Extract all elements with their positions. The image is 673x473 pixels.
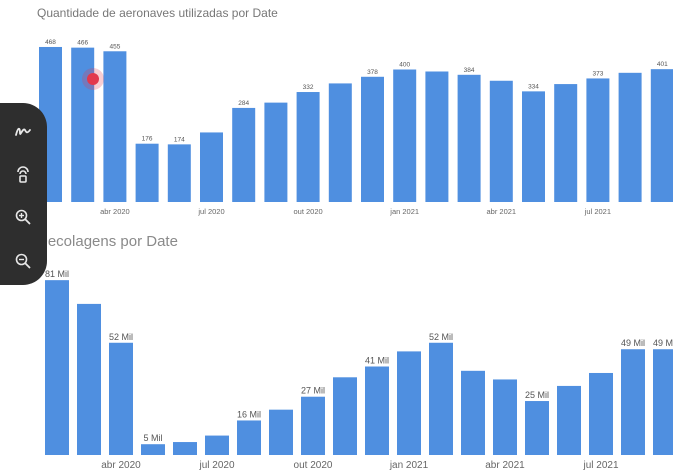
chart1-data-label: 378 <box>367 69 378 76</box>
chart1-data-label: 455 <box>109 43 120 50</box>
chart1-bar[interactable] <box>618 72 642 202</box>
chart2-x-tick: abr 2021 <box>485 460 525 471</box>
chart2-bar[interactable] <box>397 351 421 455</box>
chart2-bar[interactable] <box>621 349 645 455</box>
chart1-bar[interactable] <box>296 92 320 202</box>
chart1-x-tick: jul 2021 <box>584 207 611 216</box>
chart2-x-tick: jan 2021 <box>389 460 429 471</box>
chart2-bar[interactable] <box>493 379 517 455</box>
chart2-data-label: 25 Mil <box>525 390 549 400</box>
chart2-data-label: 52 Mil <box>429 332 453 342</box>
chart2-bar[interactable] <box>77 303 101 455</box>
chart1-bar[interactable] <box>361 76 384 202</box>
chart1-bar[interactable] <box>264 102 288 202</box>
chart1-bar[interactable] <box>167 144 191 202</box>
annotation-toolbar <box>0 103 47 285</box>
chart2-data-label: 49 Mil <box>653 338 673 348</box>
zoom-out-icon[interactable] <box>9 247 37 275</box>
chart2-bar[interactable] <box>653 349 673 455</box>
chart2-bar[interactable] <box>237 420 261 455</box>
chart1-bar[interactable] <box>232 107 256 202</box>
chart1-bar[interactable] <box>200 132 223 202</box>
chart1-bar[interactable] <box>393 69 417 203</box>
chart2-bar[interactable] <box>525 401 549 455</box>
chart2-bar[interactable] <box>109 342 133 455</box>
chart2-bar[interactable] <box>173 442 197 455</box>
chart1-data-label: 174 <box>174 136 185 143</box>
chart2-data-label: 49 Mil <box>621 338 645 348</box>
chart2-data-label: 81 Mil <box>45 269 69 279</box>
zoom-in-icon[interactable] <box>9 203 37 231</box>
chart1-data-label: 401 <box>657 61 668 68</box>
chart1-bar[interactable] <box>457 74 481 202</box>
chart1-bar[interactable] <box>586 78 610 202</box>
chart2-data-label: 27 Mil <box>301 386 325 396</box>
chart2-data-label: 52 Mil <box>109 332 133 342</box>
chart1-bar[interactable] <box>554 84 578 202</box>
chart2-x-tick: jul 2020 <box>198 460 234 471</box>
chart1-data-label: 332 <box>303 84 314 91</box>
chart2-bar[interactable] <box>589 372 613 455</box>
chart1-data-label: 466 <box>77 40 88 47</box>
chart1-bar[interactable] <box>489 80 513 202</box>
chart2-bar[interactable] <box>301 396 325 455</box>
chart2-bar[interactable] <box>333 377 357 455</box>
pen-icon[interactable] <box>9 117 37 145</box>
chart1-bar[interactable] <box>135 143 159 202</box>
chart2-bar[interactable] <box>141 444 165 455</box>
chart1-bar[interactable] <box>71 47 95 203</box>
chart1-data-label: 334 <box>528 83 539 90</box>
chart1-bar[interactable] <box>103 51 127 202</box>
chart2-bar[interactable] <box>429 342 453 455</box>
chart1-x-tick: jan 2021 <box>389 207 419 216</box>
chart2-bar[interactable] <box>461 370 485 455</box>
chart2-x-tick: jul 2021 <box>582 460 618 471</box>
chart1-x-tick: out 2020 <box>293 207 322 216</box>
chart1-title: Quantidade de aeronaves utilizadas por D… <box>37 6 278 20</box>
chart1-data-label: 284 <box>238 100 249 107</box>
chart2-bar[interactable] <box>205 435 229 455</box>
chart1-data-label: 400 <box>399 62 410 69</box>
eraser-icon[interactable] <box>9 161 37 189</box>
chart1-bar[interactable] <box>522 91 545 202</box>
chart2-data-label: 16 Mil <box>237 409 261 419</box>
chart1-bar[interactable] <box>425 71 449 202</box>
chart1-x-tick: jul 2020 <box>197 207 224 216</box>
chart2-bar[interactable] <box>45 280 69 455</box>
laser-pointer-dot <box>87 73 99 85</box>
chart2-bar[interactable] <box>269 409 293 455</box>
chart1-x-tick: abr 2021 <box>486 207 516 216</box>
chart1-bar[interactable] <box>650 69 673 202</box>
chart2-data-label: 5 Mil <box>143 433 162 443</box>
chart2-x-tick: out 2020 <box>294 460 333 471</box>
chart1-data-label: 373 <box>592 70 603 77</box>
chart1-data-label: 176 <box>142 136 153 143</box>
chart2-x-tick: abr 2020 <box>101 460 141 471</box>
chart2-bar[interactable] <box>365 366 389 456</box>
chart2-data-label: 41 Mil <box>365 356 389 366</box>
chart1-bar[interactable] <box>328 83 352 202</box>
chart2-bar[interactable] <box>557 385 581 455</box>
chart1-data-label: 384 <box>464 67 475 74</box>
chart2-title: Decolagens por Date <box>37 233 178 250</box>
chart1-x-tick: abr 2020 <box>100 207 130 216</box>
chart1-data-label: 468 <box>45 39 56 46</box>
